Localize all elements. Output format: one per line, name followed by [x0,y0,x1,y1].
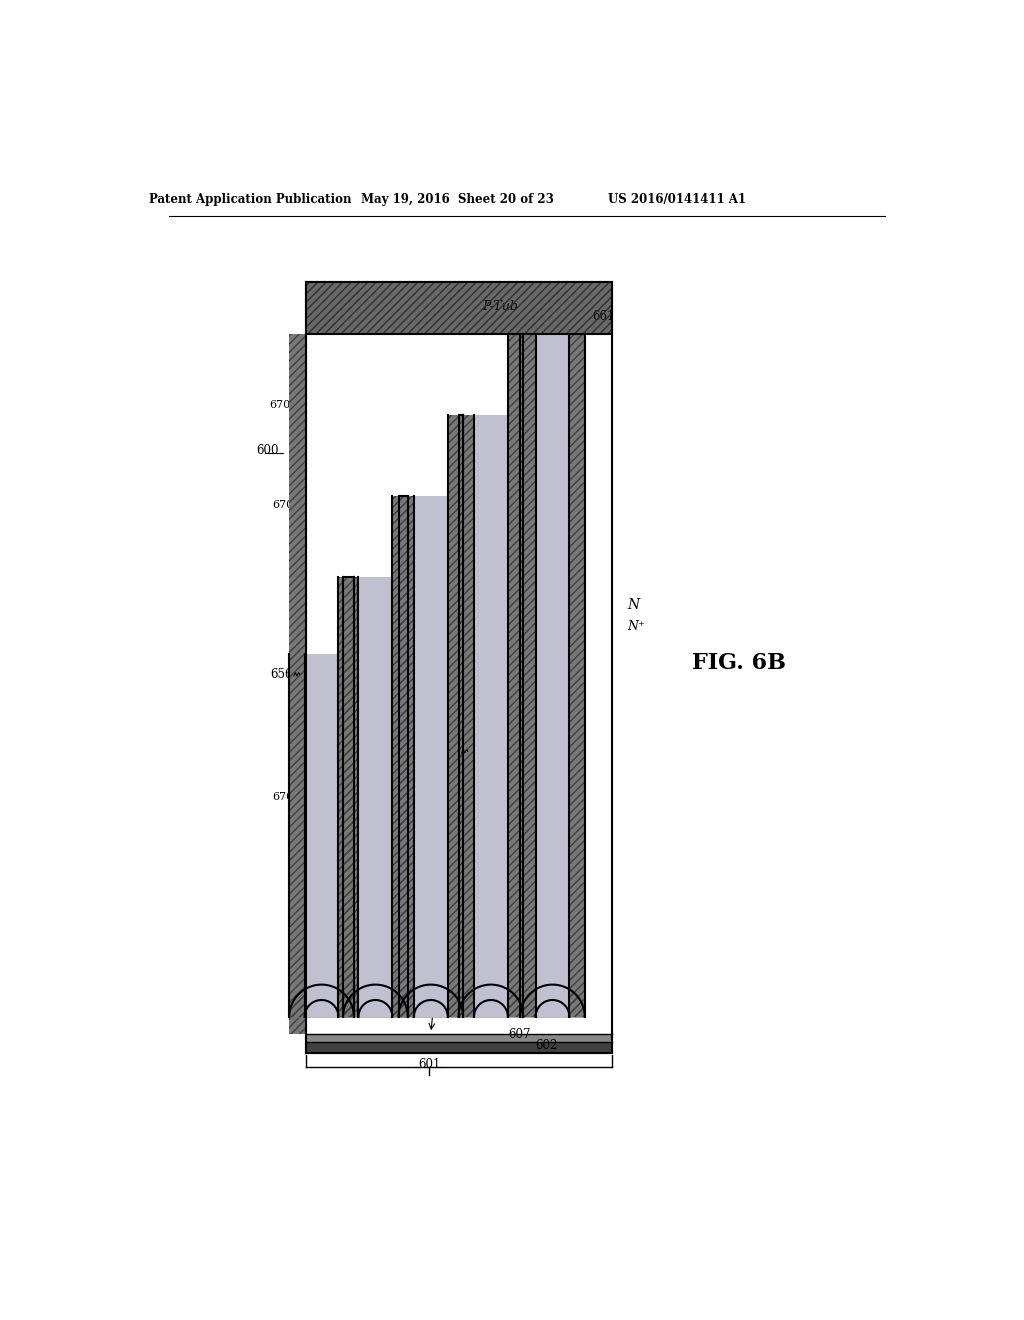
Bar [585,334,611,1034]
Bar [447,496,463,1016]
Bar [306,1034,611,1041]
Text: 670': 670' [269,400,294,409]
Bar [536,334,569,1016]
Bar [398,496,414,1016]
Bar [343,577,358,1016]
Bar [392,495,408,577]
Text: 674: 674 [471,746,494,759]
Bar [339,653,354,1016]
Text: 607: 607 [508,1028,530,1041]
Text: 609: 609 [418,706,440,719]
Polygon shape [289,985,354,1016]
Polygon shape [343,985,408,1016]
Polygon shape [304,1001,339,1016]
Text: 1: 1 [439,713,444,722]
Text: 672: 672 [442,635,465,648]
Text: N: N [628,598,639,612]
Text: FIG. 6B: FIG. 6B [692,652,785,673]
Bar [339,577,354,653]
Bar [358,577,392,1016]
Text: May 19, 2016  Sheet 20 of 23: May 19, 2016 Sheet 20 of 23 [361,193,554,206]
Bar [392,495,408,577]
Polygon shape [398,985,463,1016]
Text: 601: 601 [418,1059,440,1072]
Bar [289,653,304,1016]
Text: 670: 670 [272,792,294,803]
Bar [414,496,447,1016]
Text: 602: 602 [535,1039,557,1052]
Bar [343,577,358,1016]
Bar [289,653,304,1016]
Polygon shape [358,1001,392,1016]
Text: Patent Application Publication: Patent Application Publication [148,193,351,206]
Bar [304,653,339,1016]
Bar [339,577,354,653]
Bar [520,334,536,1016]
Bar [508,414,523,1016]
Text: 600: 600 [256,445,279,458]
Bar [569,334,585,1016]
Polygon shape [520,985,585,1016]
Bar [306,1041,611,1053]
Polygon shape [474,1001,508,1016]
Text: 670: 670 [272,500,294,510]
Polygon shape [459,985,523,1016]
Text: US 2016/0141411 A1: US 2016/0141411 A1 [608,193,746,206]
Bar [392,577,408,1016]
Bar [447,496,463,1016]
Polygon shape [414,1001,447,1016]
Bar [569,334,585,1016]
Bar [392,577,408,1016]
Text: 656: 656 [269,668,292,681]
Bar [520,334,536,1016]
Polygon shape [536,1001,569,1016]
Bar [508,414,523,1016]
Text: N⁺: N⁺ [628,620,645,634]
Text: P-Tub: P-Tub [482,300,518,313]
Bar [447,414,463,496]
Bar [306,281,611,1053]
Bar [339,653,354,1016]
Bar [289,334,306,1034]
Bar [398,496,414,1016]
Bar [459,414,474,1016]
Bar [508,334,523,414]
Bar [447,414,463,496]
Bar [474,414,508,1016]
Bar [306,281,611,334]
Bar [508,334,523,414]
Bar [459,414,474,1016]
Text: 661: 661 [593,310,615,323]
Text: Tₛ: Tₛ [426,1007,438,1019]
Bar [289,334,306,1034]
Bar [306,281,611,334]
